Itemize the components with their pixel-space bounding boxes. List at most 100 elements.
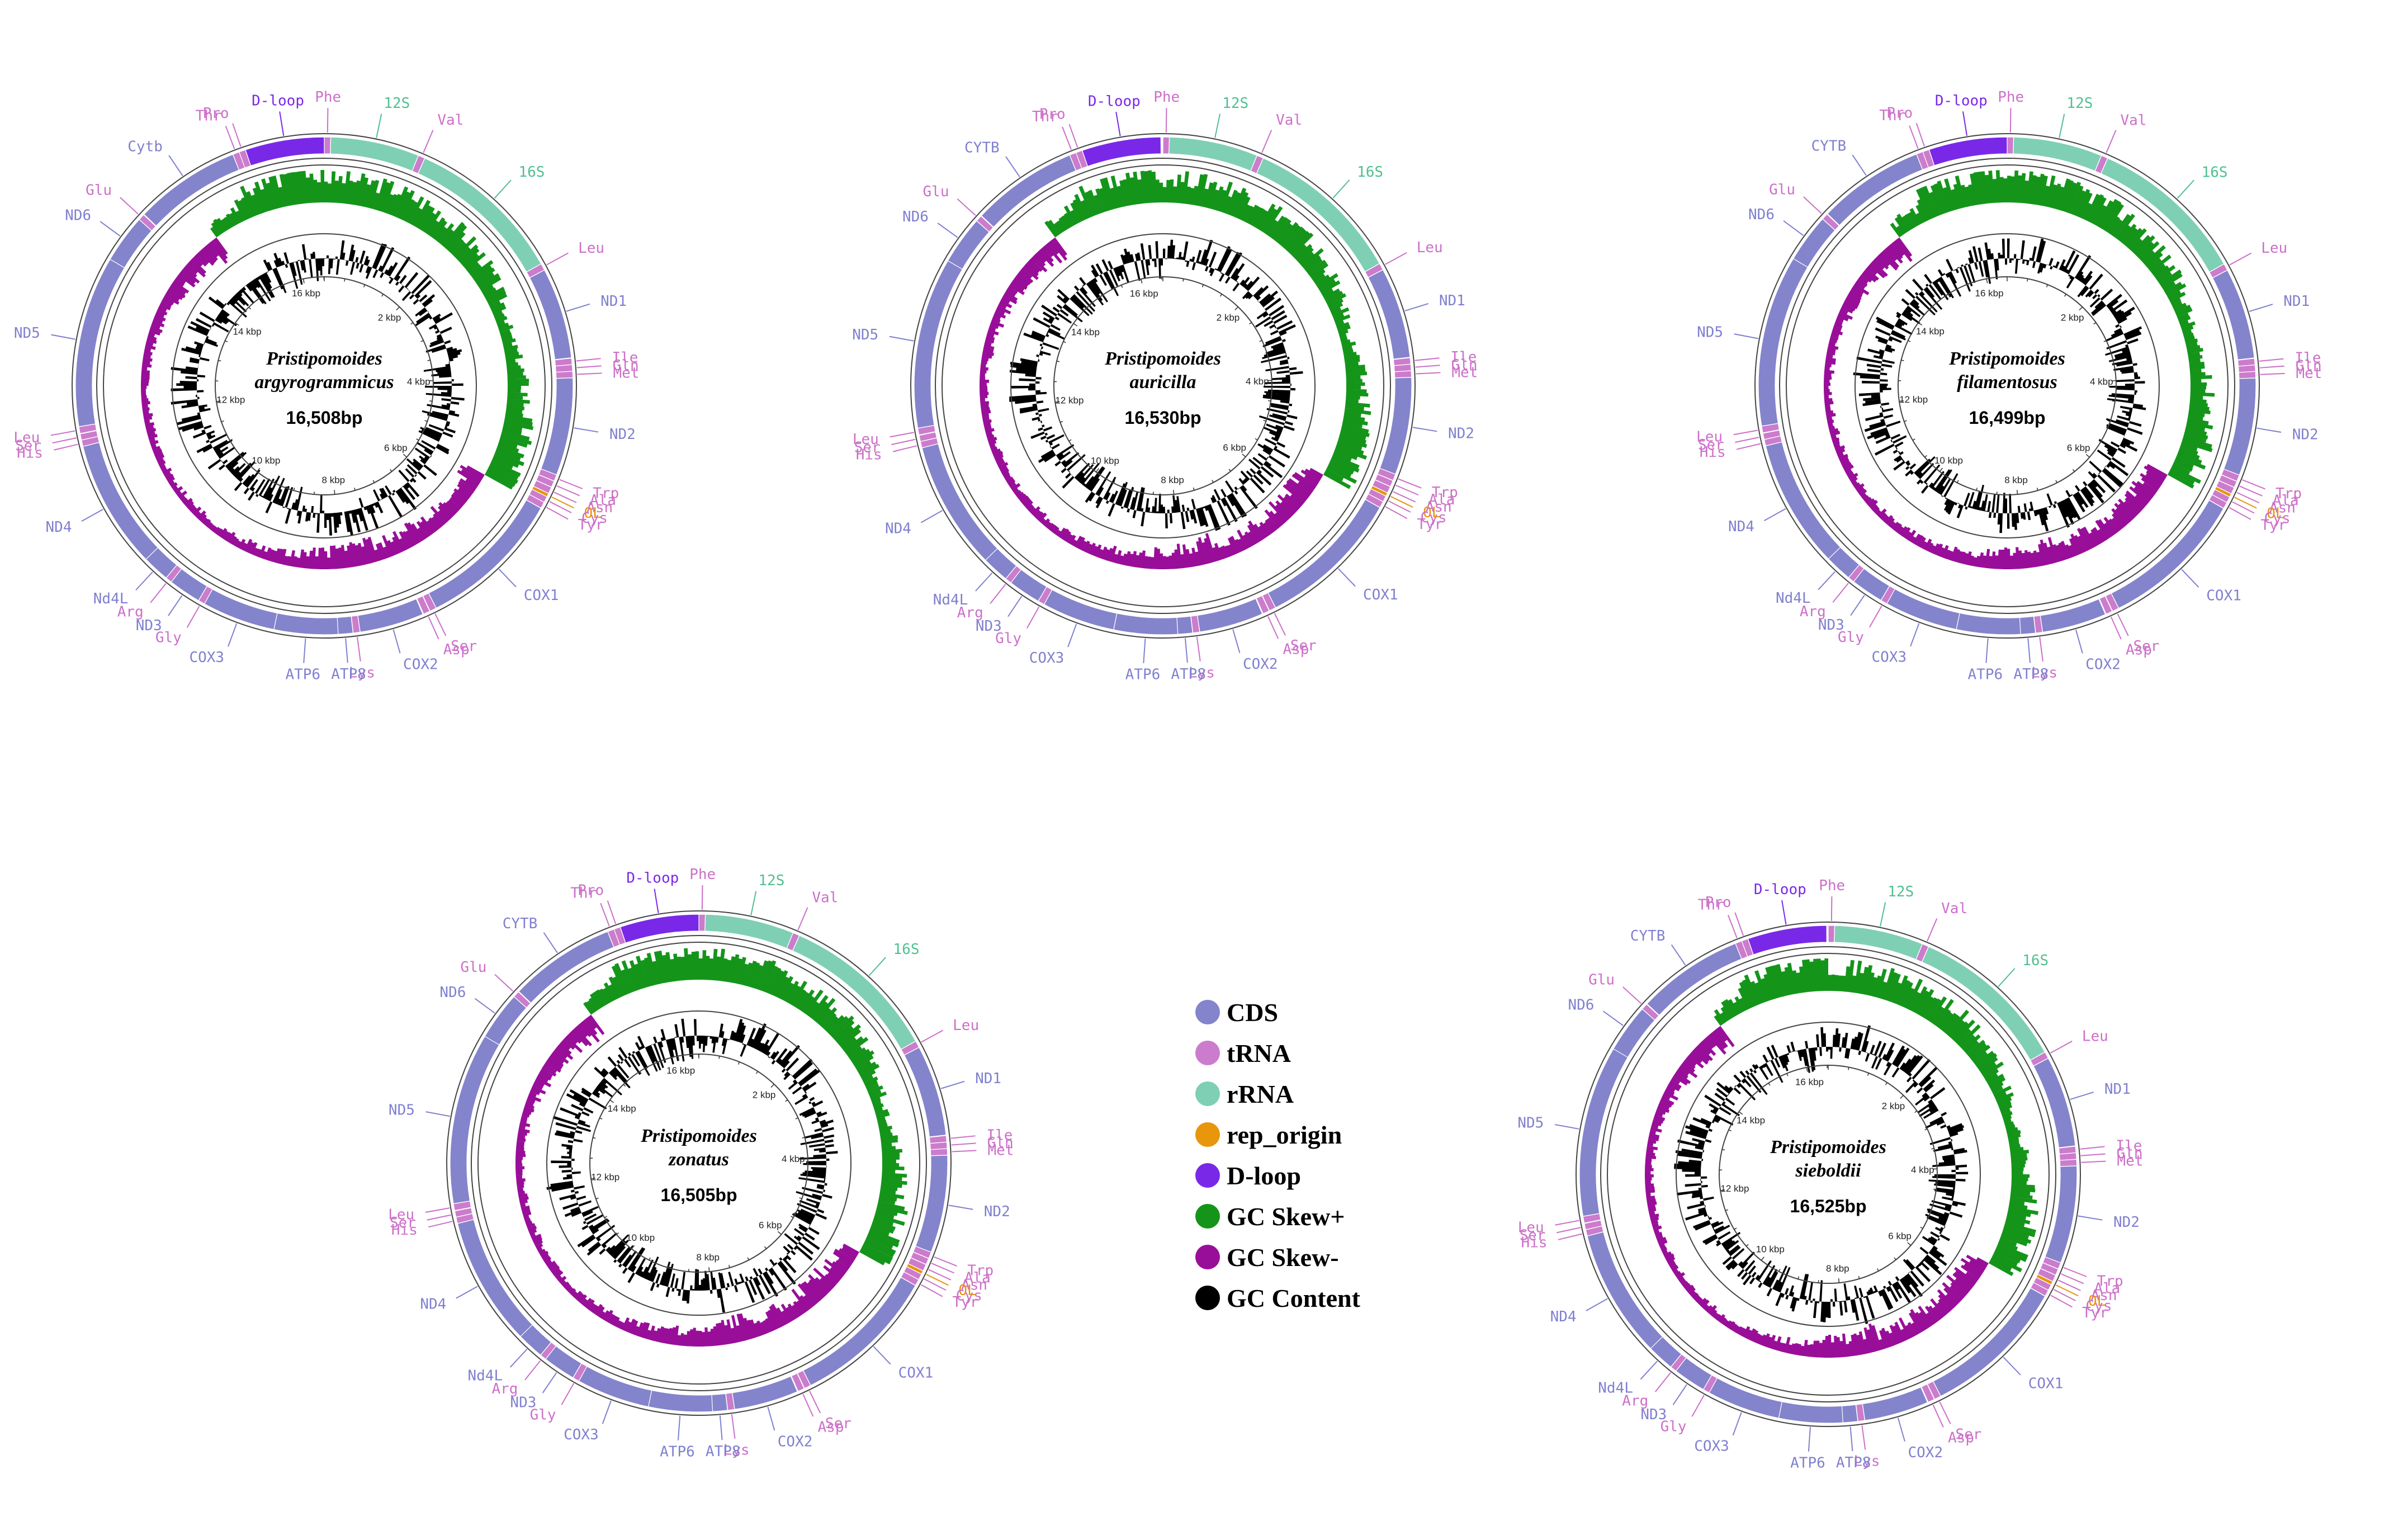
feature-leader-line <box>2106 130 2117 153</box>
scale-tick <box>791 1216 794 1218</box>
feature-leader-line <box>1852 154 1867 176</box>
feature-cds <box>1758 258 1809 427</box>
scale-tick <box>1095 468 1100 473</box>
feature-label: His <box>1521 1235 1548 1251</box>
gene-features <box>1579 925 2078 1424</box>
feature-label: ND4 <box>1550 1308 1577 1325</box>
ring-guide-circle <box>935 158 1391 614</box>
feature-label: ND1 <box>1439 292 1465 309</box>
feature-leader-line <box>1736 443 1761 450</box>
feature-label: Asp <box>443 641 470 658</box>
scale-tick-label: 10 kbp <box>252 455 280 466</box>
feature-leader-line <box>120 197 139 215</box>
legend-swatch-cds <box>1195 1000 1220 1024</box>
feature-ring: 2 kbp 4 kbp 6 kbp 8 kbp 10 kbp 12 kbp 14 kbp 16… <box>1696 89 2322 683</box>
scale-tick <box>1182 278 1184 282</box>
feature-leader-line <box>2177 179 2194 199</box>
feature-leader-line <box>2039 637 2043 662</box>
feature-leader-line <box>948 1204 973 1210</box>
feature-label: Leu <box>853 431 879 448</box>
map-panel-argyrogrammicus: 2 kbp 4 kbp 6 kbp 8 kbp 10 kbp 12 kbp 14 kbp 16… <box>13 89 639 683</box>
scale-tick-label: 12 kbp <box>1720 1183 1749 1194</box>
feature-label: Asn <box>2091 1287 2117 1304</box>
feature-cds <box>82 442 159 560</box>
feature-dloop <box>619 914 699 943</box>
feature-label: Asn <box>961 1277 987 1293</box>
scale-tick <box>1885 1082 1887 1085</box>
scale-tick <box>427 360 430 361</box>
scale-tick <box>1894 1257 1896 1260</box>
legend-swatch-rrna <box>1195 1081 1220 1106</box>
ring-guide-circle <box>446 910 952 1416</box>
feature-label: COX2 <box>403 656 438 673</box>
feature-label: His <box>391 1222 418 1239</box>
feature-leader-line <box>2256 427 2282 433</box>
scale-tick <box>1904 420 1907 422</box>
feature-leader-line <box>1261 130 1272 153</box>
scale-tick-label: 6 kbp <box>1223 442 1246 453</box>
feature-trna <box>555 371 574 379</box>
feature-label: Leu <box>1417 239 1443 256</box>
scale-tick-label: 8 kbp <box>1161 475 1184 485</box>
feature-leader-line <box>186 606 200 628</box>
scale-tick-label: 8 kbp <box>2004 475 2028 485</box>
feature-leader-line <box>2232 501 2255 514</box>
feature-label: Ala <box>590 492 616 509</box>
feature-label: His <box>17 445 43 461</box>
genome-length: 16,525bp <box>1790 1196 1867 1216</box>
ring-guide-circle <box>471 935 927 1391</box>
feature-label: Val <box>2120 112 2146 129</box>
scale-tick-label: 2 kbp <box>1882 1101 1905 1112</box>
feature-leader-line <box>2003 1357 2021 1376</box>
scale-tick <box>2110 360 2113 361</box>
feature-cds <box>2045 1165 2078 1264</box>
feature-label: Val <box>1276 112 1302 129</box>
scale-tick <box>2103 340 2107 342</box>
scale-tick <box>2064 294 2067 297</box>
species-name-line1: Pristipomoides <box>1104 348 1221 369</box>
feature-label: ND6 <box>439 984 466 1001</box>
scale-tick <box>2046 284 2049 287</box>
scale-tick <box>264 294 267 297</box>
feature-label: Phe <box>315 89 341 106</box>
feature-leader-line <box>677 1415 681 1440</box>
feature-label: COX3 <box>564 1426 599 1443</box>
feature-leader-line <box>2078 1215 2103 1221</box>
feature-label: ND2 <box>1448 426 1474 442</box>
map-panel-auricilla: 2 kbp 4 kbp 6 kbp 8 kbp 10 kbp 12 kbp 14 kbp 16… <box>852 89 1478 683</box>
feature-leader-line <box>1734 333 1759 339</box>
feature-label: Leu <box>1518 1219 1544 1236</box>
feature-label: D-loop <box>1935 93 1988 110</box>
feature-label: Met <box>2117 1153 2143 1170</box>
feature-cds <box>1579 1048 1629 1217</box>
scale-tick <box>1907 1242 1912 1246</box>
feature-label: Ser <box>1955 1426 1981 1443</box>
feature-leader-line <box>1622 986 1642 1004</box>
feature-label: Thr <box>1698 897 1724 914</box>
scale-tick-label: 2 kbp <box>378 313 401 323</box>
feature-leader-line <box>1398 478 1422 489</box>
feature-leader-line <box>576 358 601 362</box>
feature-label: Cys <box>2264 511 2291 527</box>
feature-label: Pro <box>203 105 229 122</box>
ring-guide-circle <box>1779 158 2235 614</box>
feature-trna <box>1394 370 1412 379</box>
feature-label: Pro <box>1705 894 1732 911</box>
scale-tick <box>1212 480 1214 483</box>
feature-leader-line <box>357 637 361 662</box>
feature-trna <box>2099 596 2113 615</box>
feature-leader-line <box>2236 492 2260 504</box>
scale-tick-label: 12 kbp <box>591 1171 619 1182</box>
feature-ring: 2 kbp 4 kbp 6 kbp 8 kbp 10 kbp 12 kbp 14 kbp 16… <box>388 866 1014 1461</box>
feature-cds <box>710 1393 728 1413</box>
feature-leader-line <box>425 1111 450 1117</box>
scale-tick <box>764 1246 767 1249</box>
scale-tick-label: 10 kbp <box>1091 456 1119 466</box>
feature-label: ND5 <box>1697 324 1723 341</box>
feature-label: Leu <box>1696 429 1723 446</box>
legend-label-gc-skew-plus: GC Skew+ <box>1227 1202 1345 1231</box>
feature-ring: 2 kbp 4 kbp 6 kbp 8 kbp 10 kbp 12 kbp 14 kbp 16… <box>852 89 1478 683</box>
feature-leader-line <box>574 427 599 433</box>
feature-leader-line <box>498 569 517 588</box>
feature-label: Leu <box>578 240 604 257</box>
